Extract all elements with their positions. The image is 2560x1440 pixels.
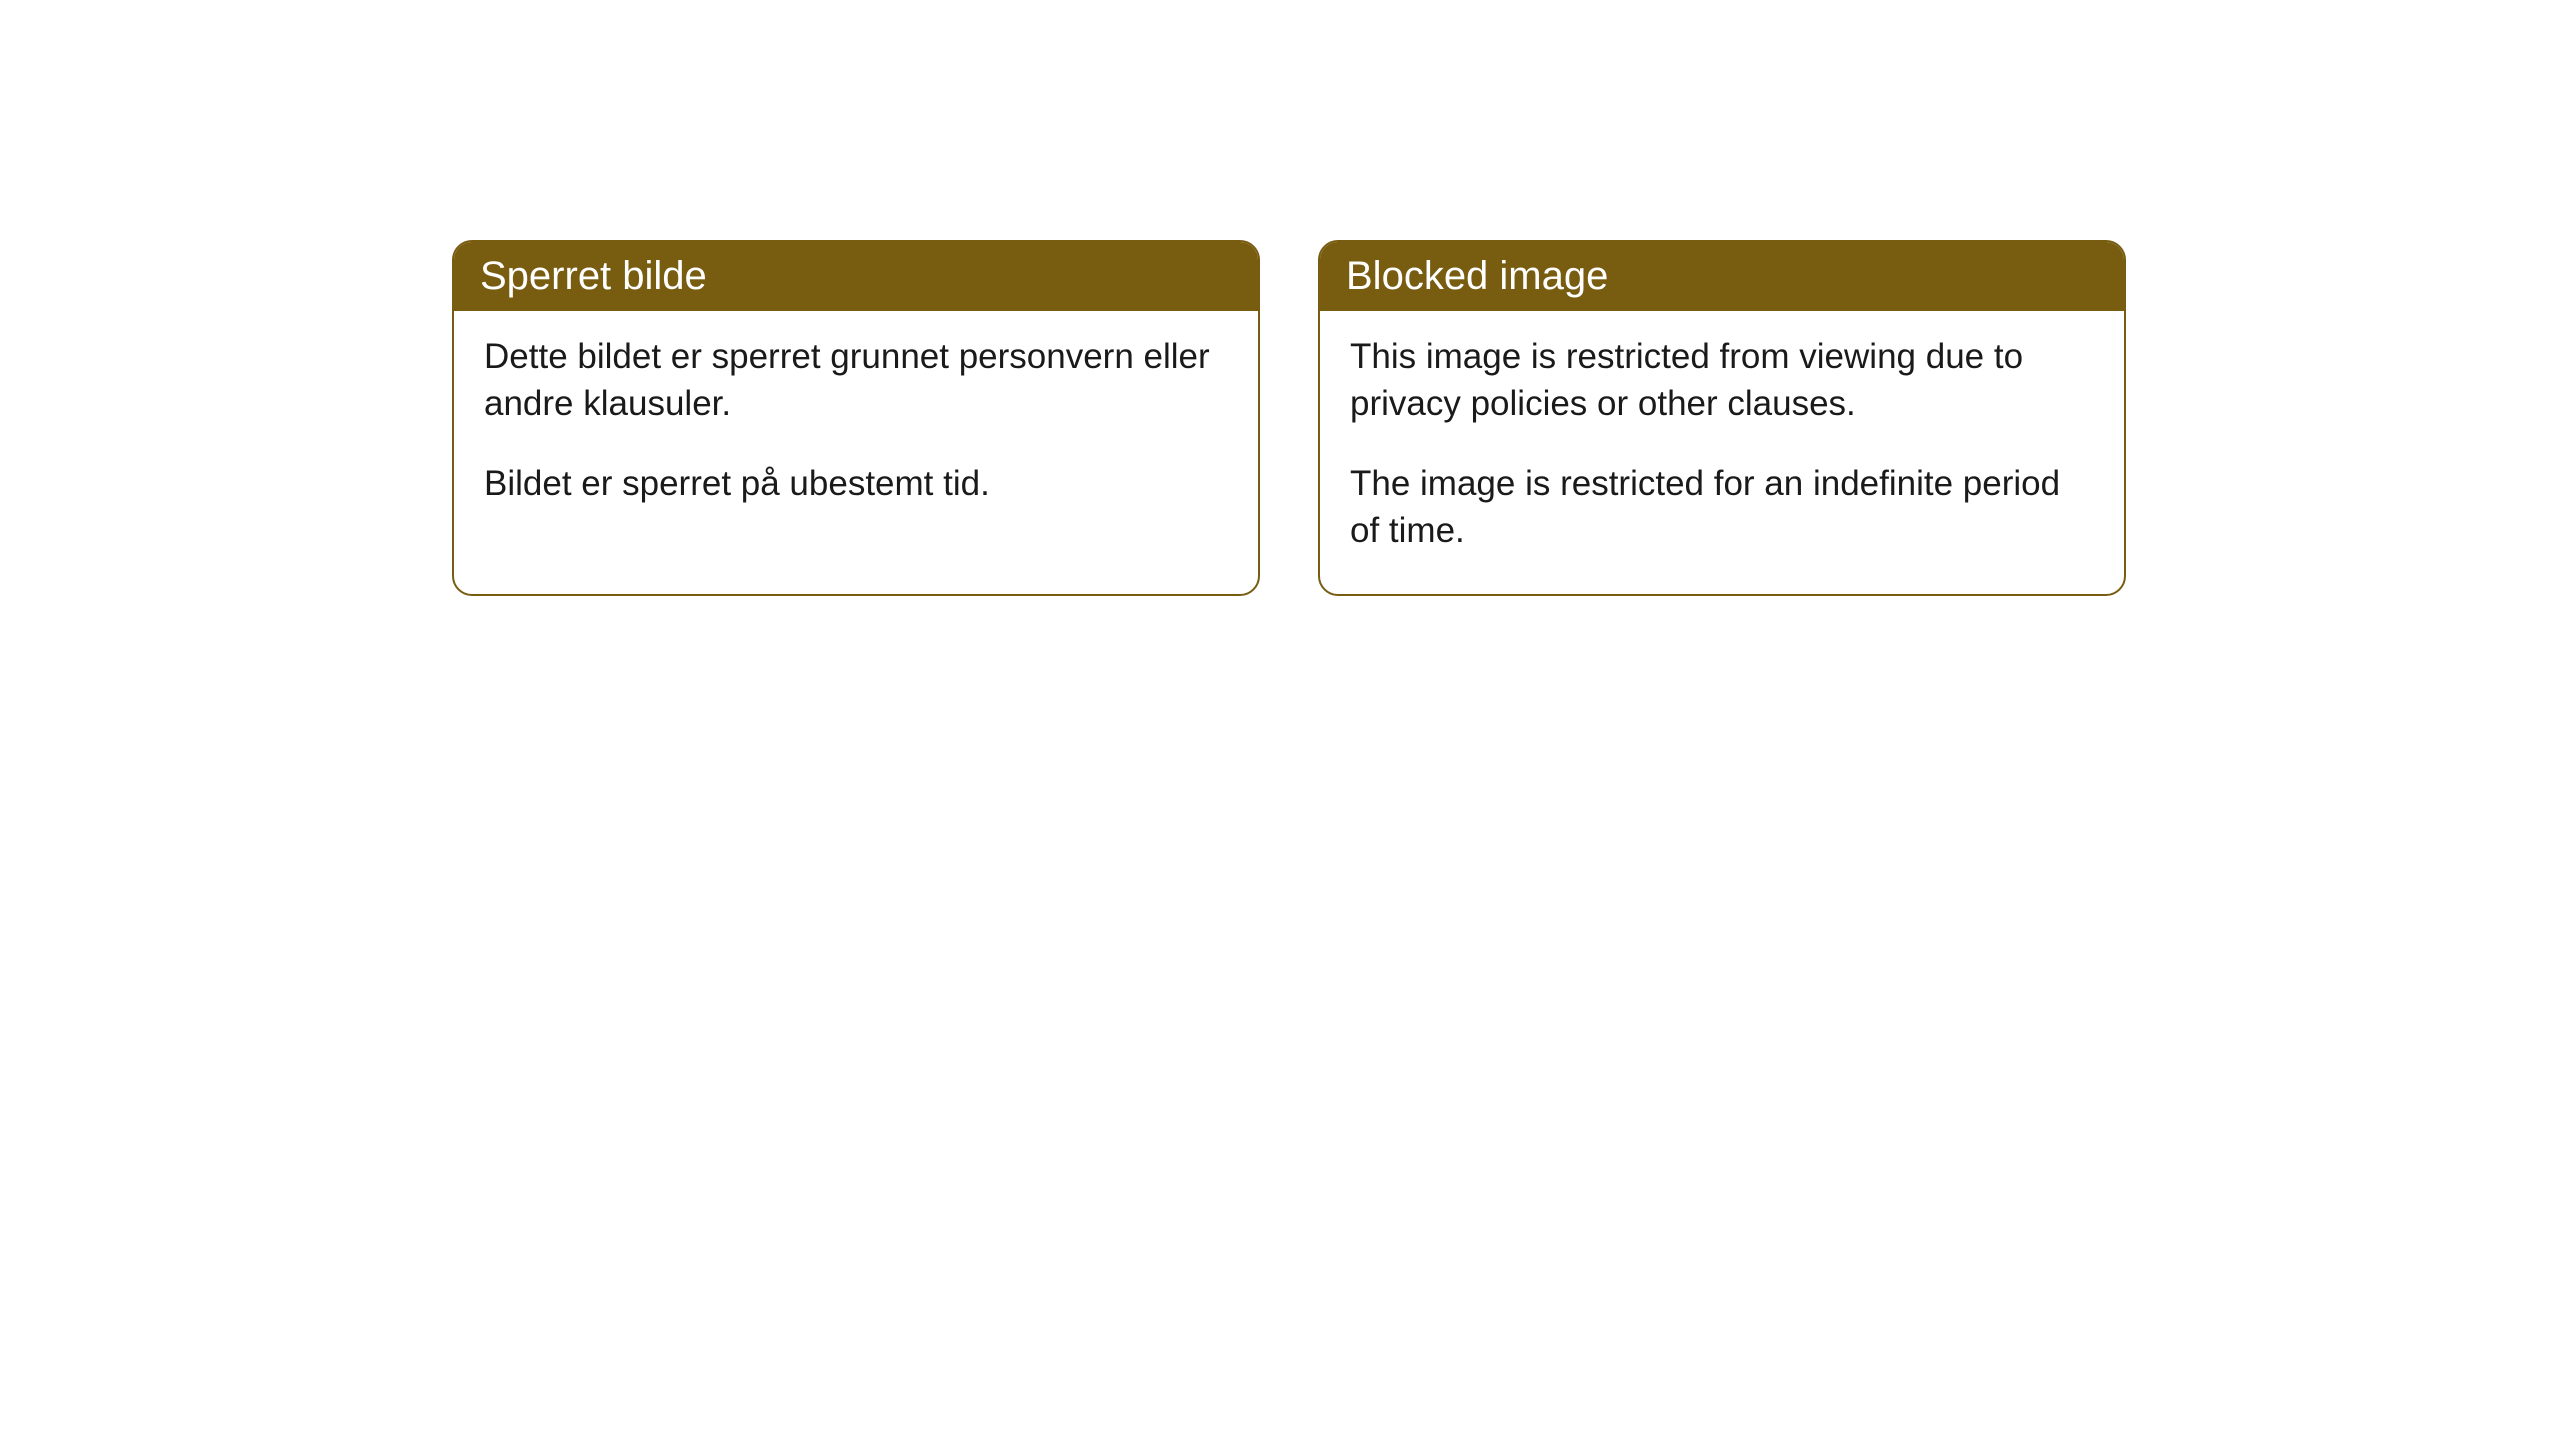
notice-cards-container: Sperret bilde Dette bildet er sperret gr… — [452, 240, 2560, 596]
card-paragraph-1-english: This image is restricted from viewing du… — [1350, 333, 2094, 428]
card-paragraph-1-norwegian: Dette bildet er sperret grunnet personve… — [484, 333, 1228, 428]
blocked-image-card-norwegian: Sperret bilde Dette bildet er sperret gr… — [452, 240, 1260, 596]
card-header-english: Blocked image — [1320, 242, 2124, 311]
card-header-norwegian: Sperret bilde — [454, 242, 1258, 311]
card-body-english: This image is restricted from viewing du… — [1320, 311, 2124, 594]
card-body-norwegian: Dette bildet er sperret grunnet personve… — [454, 311, 1258, 547]
blocked-image-card-english: Blocked image This image is restricted f… — [1318, 240, 2126, 596]
card-paragraph-2-english: The image is restricted for an indefinit… — [1350, 460, 2094, 555]
card-paragraph-2-norwegian: Bildet er sperret på ubestemt tid. — [484, 460, 1228, 507]
